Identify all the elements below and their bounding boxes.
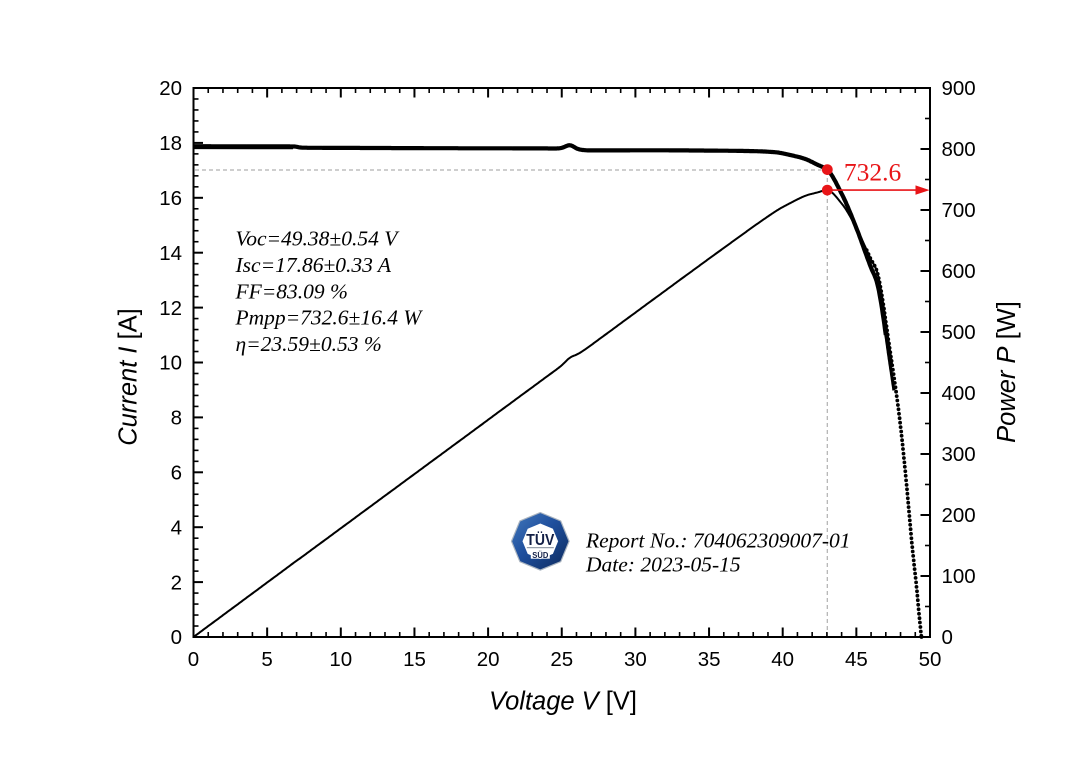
svg-text:Isc=17.86±0.33 A: Isc=17.86±0.33 A xyxy=(235,253,392,277)
svg-text:20: 20 xyxy=(477,648,500,671)
svg-text:10: 10 xyxy=(329,648,352,671)
svg-text:500: 500 xyxy=(942,321,976,344)
svg-text:8: 8 xyxy=(171,407,182,430)
svg-text:TÜV: TÜV xyxy=(526,532,555,549)
svg-text:4: 4 xyxy=(171,516,182,539)
svg-text:16: 16 xyxy=(159,187,182,210)
svg-text:15: 15 xyxy=(403,648,426,671)
svg-text:900: 900 xyxy=(942,77,976,100)
svg-text:5: 5 xyxy=(261,648,272,671)
svg-text:35: 35 xyxy=(698,648,721,671)
svg-text:η=23.59±0.53 %: η=23.59±0.53 % xyxy=(236,332,382,356)
svg-text:0: 0 xyxy=(188,648,199,671)
svg-text:300: 300 xyxy=(942,443,976,466)
svg-text:30: 30 xyxy=(624,648,647,671)
svg-text:50: 50 xyxy=(919,648,942,671)
svg-text:10: 10 xyxy=(159,352,182,375)
svg-text:2: 2 xyxy=(171,571,182,594)
svg-text:Report No.: 704062309007-01: Report No.: 704062309007-01 xyxy=(585,528,851,552)
svg-text:40: 40 xyxy=(771,648,794,671)
svg-text:Pmpp=732.6±16.4 W: Pmpp=732.6±16.4 W xyxy=(235,306,424,330)
svg-text:SÜD: SÜD xyxy=(532,551,548,560)
svg-text:400: 400 xyxy=(942,382,976,405)
svg-text:732.6: 732.6 xyxy=(844,158,901,187)
svg-text:12: 12 xyxy=(159,297,182,320)
svg-text:200: 200 xyxy=(942,504,976,527)
svg-text:Voltage V [V]: Voltage V [V] xyxy=(489,688,637,716)
svg-text:Voc=49.38±0.54 V: Voc=49.38±0.54 V xyxy=(236,227,401,251)
svg-text:0: 0 xyxy=(171,626,182,649)
svg-text:800: 800 xyxy=(942,138,976,161)
svg-text:14: 14 xyxy=(159,242,182,265)
svg-text:20: 20 xyxy=(159,77,182,100)
svg-text:6: 6 xyxy=(171,462,182,485)
svg-text:600: 600 xyxy=(942,260,976,283)
svg-text:Date: 2023-05-15: Date: 2023-05-15 xyxy=(585,553,741,577)
svg-text:Current I [A]: Current I [A] xyxy=(115,308,143,445)
svg-text:0: 0 xyxy=(942,626,953,649)
svg-text:Power P [W]: Power P [W] xyxy=(993,301,1021,443)
svg-text:100: 100 xyxy=(942,565,976,588)
svg-text:FF=83.09 %: FF=83.09 % xyxy=(235,279,348,303)
svg-text:25: 25 xyxy=(550,648,573,671)
svg-text:18: 18 xyxy=(159,132,182,155)
svg-text:45: 45 xyxy=(845,648,868,671)
svg-text:700: 700 xyxy=(942,199,976,222)
